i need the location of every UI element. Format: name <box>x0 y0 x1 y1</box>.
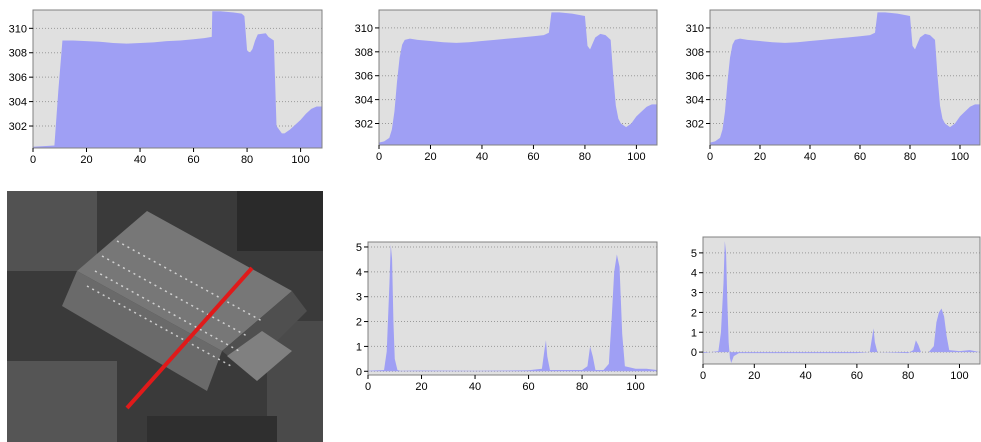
series-area <box>33 11 322 149</box>
y-tick-label: 0 <box>356 366 362 378</box>
y-tick-label: 302 <box>686 118 704 130</box>
plot-frame <box>32 9 323 149</box>
x-tick-label: 0 <box>376 151 382 163</box>
chart-profile-1: 0 20 40 60 80 100 302 304 306 308 310 <box>9 9 323 166</box>
y-tick-label: 3 <box>356 292 362 304</box>
plot-area <box>368 242 657 375</box>
x-tick-label: 20 <box>754 151 766 163</box>
y-tick-label: 304 <box>9 97 27 109</box>
y-tick-label: 306 <box>686 71 704 83</box>
y-tick-label: 310 <box>355 23 373 35</box>
x-tick-label: 0 <box>365 381 371 393</box>
chart-gradient-1: 0 20 40 60 80 100 0 1 2 3 4 5 <box>356 241 658 393</box>
x-tick-label: 0 <box>707 151 713 163</box>
y-tick-label: 0 <box>691 347 697 359</box>
y-tick-label: 306 <box>355 71 373 83</box>
x-tick-label: 20 <box>424 151 436 163</box>
plot-frame <box>702 236 981 365</box>
x-tick-label: 20 <box>80 154 92 166</box>
x-tick-label: 100 <box>951 151 969 163</box>
y-tick-label: 5 <box>356 242 362 254</box>
x-tick-label: 40 <box>804 151 816 163</box>
x-tick-label: 0 <box>700 370 706 382</box>
x-tick-label: 60 <box>854 151 866 163</box>
y-tick-label: 308 <box>686 47 704 59</box>
y-tick-label: 302 <box>9 121 27 133</box>
profile-line <box>125 266 254 410</box>
x-tick-label: 60 <box>522 381 534 393</box>
x-tick-label: 20 <box>415 381 427 393</box>
x-tick-label: 80 <box>579 151 591 163</box>
plot-area <box>703 237 980 364</box>
x-tick-label: 60 <box>187 154 199 166</box>
series-area <box>379 12 657 146</box>
y-tick-label: 4 <box>691 268 697 280</box>
y-tick-label: 304 <box>686 95 704 107</box>
x-tick-label: 100 <box>627 151 645 163</box>
chart-profile-2: 0 20 40 60 80 100 302 304 306 308 310 <box>355 9 658 163</box>
plot-frame <box>709 9 981 146</box>
y-tick-label: 308 <box>355 47 373 59</box>
y-tick-label: 310 <box>686 23 704 35</box>
x-tick-label: 0 <box>30 154 36 166</box>
x-tick-label: 80 <box>241 154 253 166</box>
y-tick-label: 5 <box>691 248 697 260</box>
y-tick-label: 3 <box>691 288 697 300</box>
y-tick-label: 308 <box>9 48 27 60</box>
series-area <box>710 12 980 146</box>
y-tick-label: 4 <box>356 267 362 279</box>
y-tick-label: 2 <box>356 317 362 329</box>
x-tick-label: 80 <box>576 381 588 393</box>
x-tick-label: 100 <box>950 370 968 382</box>
chart-gradient-2: 0 20 40 60 80 100 0 1 2 3 4 5 <box>691 236 981 382</box>
x-tick-label: 40 <box>799 370 811 382</box>
x-tick-label: 100 <box>291 154 309 166</box>
x-tick-label: 20 <box>748 370 760 382</box>
chart-profile-3: 0 20 40 60 80 100 302 304 306 308 310 <box>686 9 981 163</box>
y-tick-label: 302 <box>355 118 373 130</box>
y-tick-label: 2 <box>691 307 697 319</box>
x-tick-label: 40 <box>134 154 146 166</box>
y-tick-label: 306 <box>9 72 27 84</box>
x-tick-label: 60 <box>527 151 539 163</box>
y-tick-label: 1 <box>356 341 362 353</box>
y-tick-label: 1 <box>691 327 697 339</box>
x-tick-label: 100 <box>626 381 644 393</box>
x-tick-label: 80 <box>902 370 914 382</box>
x-tick-label: 40 <box>469 381 481 393</box>
x-tick-label: 40 <box>476 151 488 163</box>
x-tick-label: 60 <box>851 370 863 382</box>
series-area <box>703 240 980 364</box>
y-tick-label: 304 <box>355 95 373 107</box>
x-tick-label: 80 <box>904 151 916 163</box>
aerial-image <box>7 191 323 442</box>
plot-frame <box>367 241 658 376</box>
plot-frame <box>378 9 658 146</box>
y-tick-label: 310 <box>9 23 27 35</box>
